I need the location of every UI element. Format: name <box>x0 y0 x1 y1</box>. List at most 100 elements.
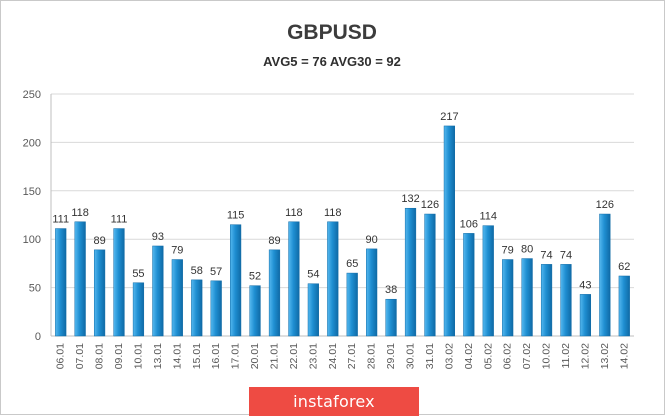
data-label: 74 <box>540 249 552 261</box>
data-label: 43 <box>579 279 591 291</box>
y-tick-label: 100 <box>23 234 41 246</box>
x-tick-label: 14.01 <box>171 343 183 369</box>
data-label: 111 <box>52 214 69 226</box>
bar <box>599 213 611 337</box>
x-axis: 06.01 07.01 08.01 09.01 10.01 13.01 14.01 15.01… <box>55 343 631 369</box>
bar <box>55 228 67 337</box>
data-label: 74 <box>560 249 572 261</box>
data-label: 114 <box>479 211 497 223</box>
bar <box>618 275 630 337</box>
bar <box>366 248 378 337</box>
bar <box>113 228 125 337</box>
data-label: 111 <box>111 214 128 226</box>
x-tick-label: 06.01 <box>55 343 67 369</box>
data-label: 89 <box>268 235 280 247</box>
y-tick-label: 150 <box>23 186 41 198</box>
bar <box>132 282 145 337</box>
x-tick-label: 05.02 <box>482 343 494 369</box>
x-tick-label: 27.01 <box>346 343 358 369</box>
data-label: 115 <box>227 210 245 222</box>
data-label: 52 <box>249 271 261 283</box>
bar <box>288 221 300 337</box>
data-label: 118 <box>71 207 89 219</box>
x-tick-label: 10.01 <box>132 343 144 369</box>
data-label: 106 <box>460 218 478 230</box>
bar <box>404 207 417 337</box>
x-tick-label: 13.01 <box>152 343 164 369</box>
bar <box>540 264 553 337</box>
data-label: 90 <box>366 234 378 246</box>
bars <box>55 125 630 337</box>
data-label: 58 <box>191 265 203 277</box>
data-label: 57 <box>210 266 222 278</box>
chart-title: GBPUSD <box>287 21 377 44</box>
x-tick-label: 29.01 <box>385 343 397 369</box>
x-tick-label: 31.01 <box>424 343 436 369</box>
x-tick-label: 15.01 <box>191 343 203 369</box>
x-tick-label: 13.02 <box>599 343 611 369</box>
bar <box>74 221 86 337</box>
bar <box>268 249 281 337</box>
data-label: 38 <box>385 284 397 296</box>
data-label: 132 <box>401 193 419 205</box>
x-tick-label: 04.02 <box>463 343 475 369</box>
data-label: 93 <box>152 231 164 243</box>
bar <box>171 259 183 337</box>
y-tick-label: 200 <box>23 137 41 149</box>
x-tick-label: 09.01 <box>113 343 125 369</box>
bar <box>249 285 261 337</box>
data-label: 80 <box>521 244 533 256</box>
data-label: 55 <box>132 268 144 280</box>
data-label: 62 <box>618 261 630 273</box>
bar <box>579 294 592 337</box>
data-label: 126 <box>596 199 614 211</box>
bar <box>346 272 358 337</box>
bar <box>385 298 397 337</box>
x-tick-label: 16.01 <box>210 343 222 369</box>
x-tick-label: 07.02 <box>521 343 533 369</box>
y-axis: 0 50 100 150 200 250 <box>23 89 634 343</box>
x-tick-label: 28.01 <box>366 343 378 369</box>
bar <box>443 125 455 337</box>
y-tick-label: 250 <box>23 89 41 101</box>
x-tick-label: 30.01 <box>405 343 417 369</box>
x-tick-label: 20.01 <box>249 343 261 369</box>
data-label: 118 <box>324 207 342 219</box>
data-label: 126 <box>421 199 439 211</box>
bar <box>191 279 203 337</box>
y-tick-label: 0 <box>35 331 41 343</box>
watermark-text: instaforex <box>293 392 375 411</box>
data-label: 89 <box>93 235 105 247</box>
bar <box>424 213 436 337</box>
data-label: 217 <box>440 111 458 123</box>
bar <box>482 225 494 337</box>
bar <box>463 233 475 337</box>
data-label: 118 <box>285 207 303 219</box>
x-tick-label: 07.01 <box>74 343 86 369</box>
x-tick-label: 10.02 <box>541 343 553 369</box>
x-tick-label: 23.01 <box>307 343 319 369</box>
y-tick-label: 50 <box>29 283 41 295</box>
bar <box>307 283 319 337</box>
x-tick-label: 06.02 <box>502 343 514 369</box>
data-label: 65 <box>346 258 358 270</box>
bar <box>502 259 514 337</box>
x-tick-label: 08.01 <box>94 343 106 369</box>
x-tick-label: 17.01 <box>230 343 242 369</box>
x-tick-label: 22.01 <box>288 343 300 369</box>
data-label: 79 <box>171 245 183 257</box>
chart-subtitle: AVG5 = 76 AVG30 = 92 <box>263 54 401 69</box>
instaforex-watermark: instaforex <box>249 387 419 416</box>
x-tick-label: 03.02 <box>443 343 455 369</box>
data-label: 79 <box>502 245 514 257</box>
bar <box>327 221 339 337</box>
bar <box>521 258 533 337</box>
x-tick-label: 24.01 <box>327 343 339 369</box>
bar <box>210 280 222 337</box>
x-tick-label: 14.02 <box>618 343 630 369</box>
data-label: 54 <box>307 269 319 281</box>
x-tick-label: 12.02 <box>579 343 591 369</box>
